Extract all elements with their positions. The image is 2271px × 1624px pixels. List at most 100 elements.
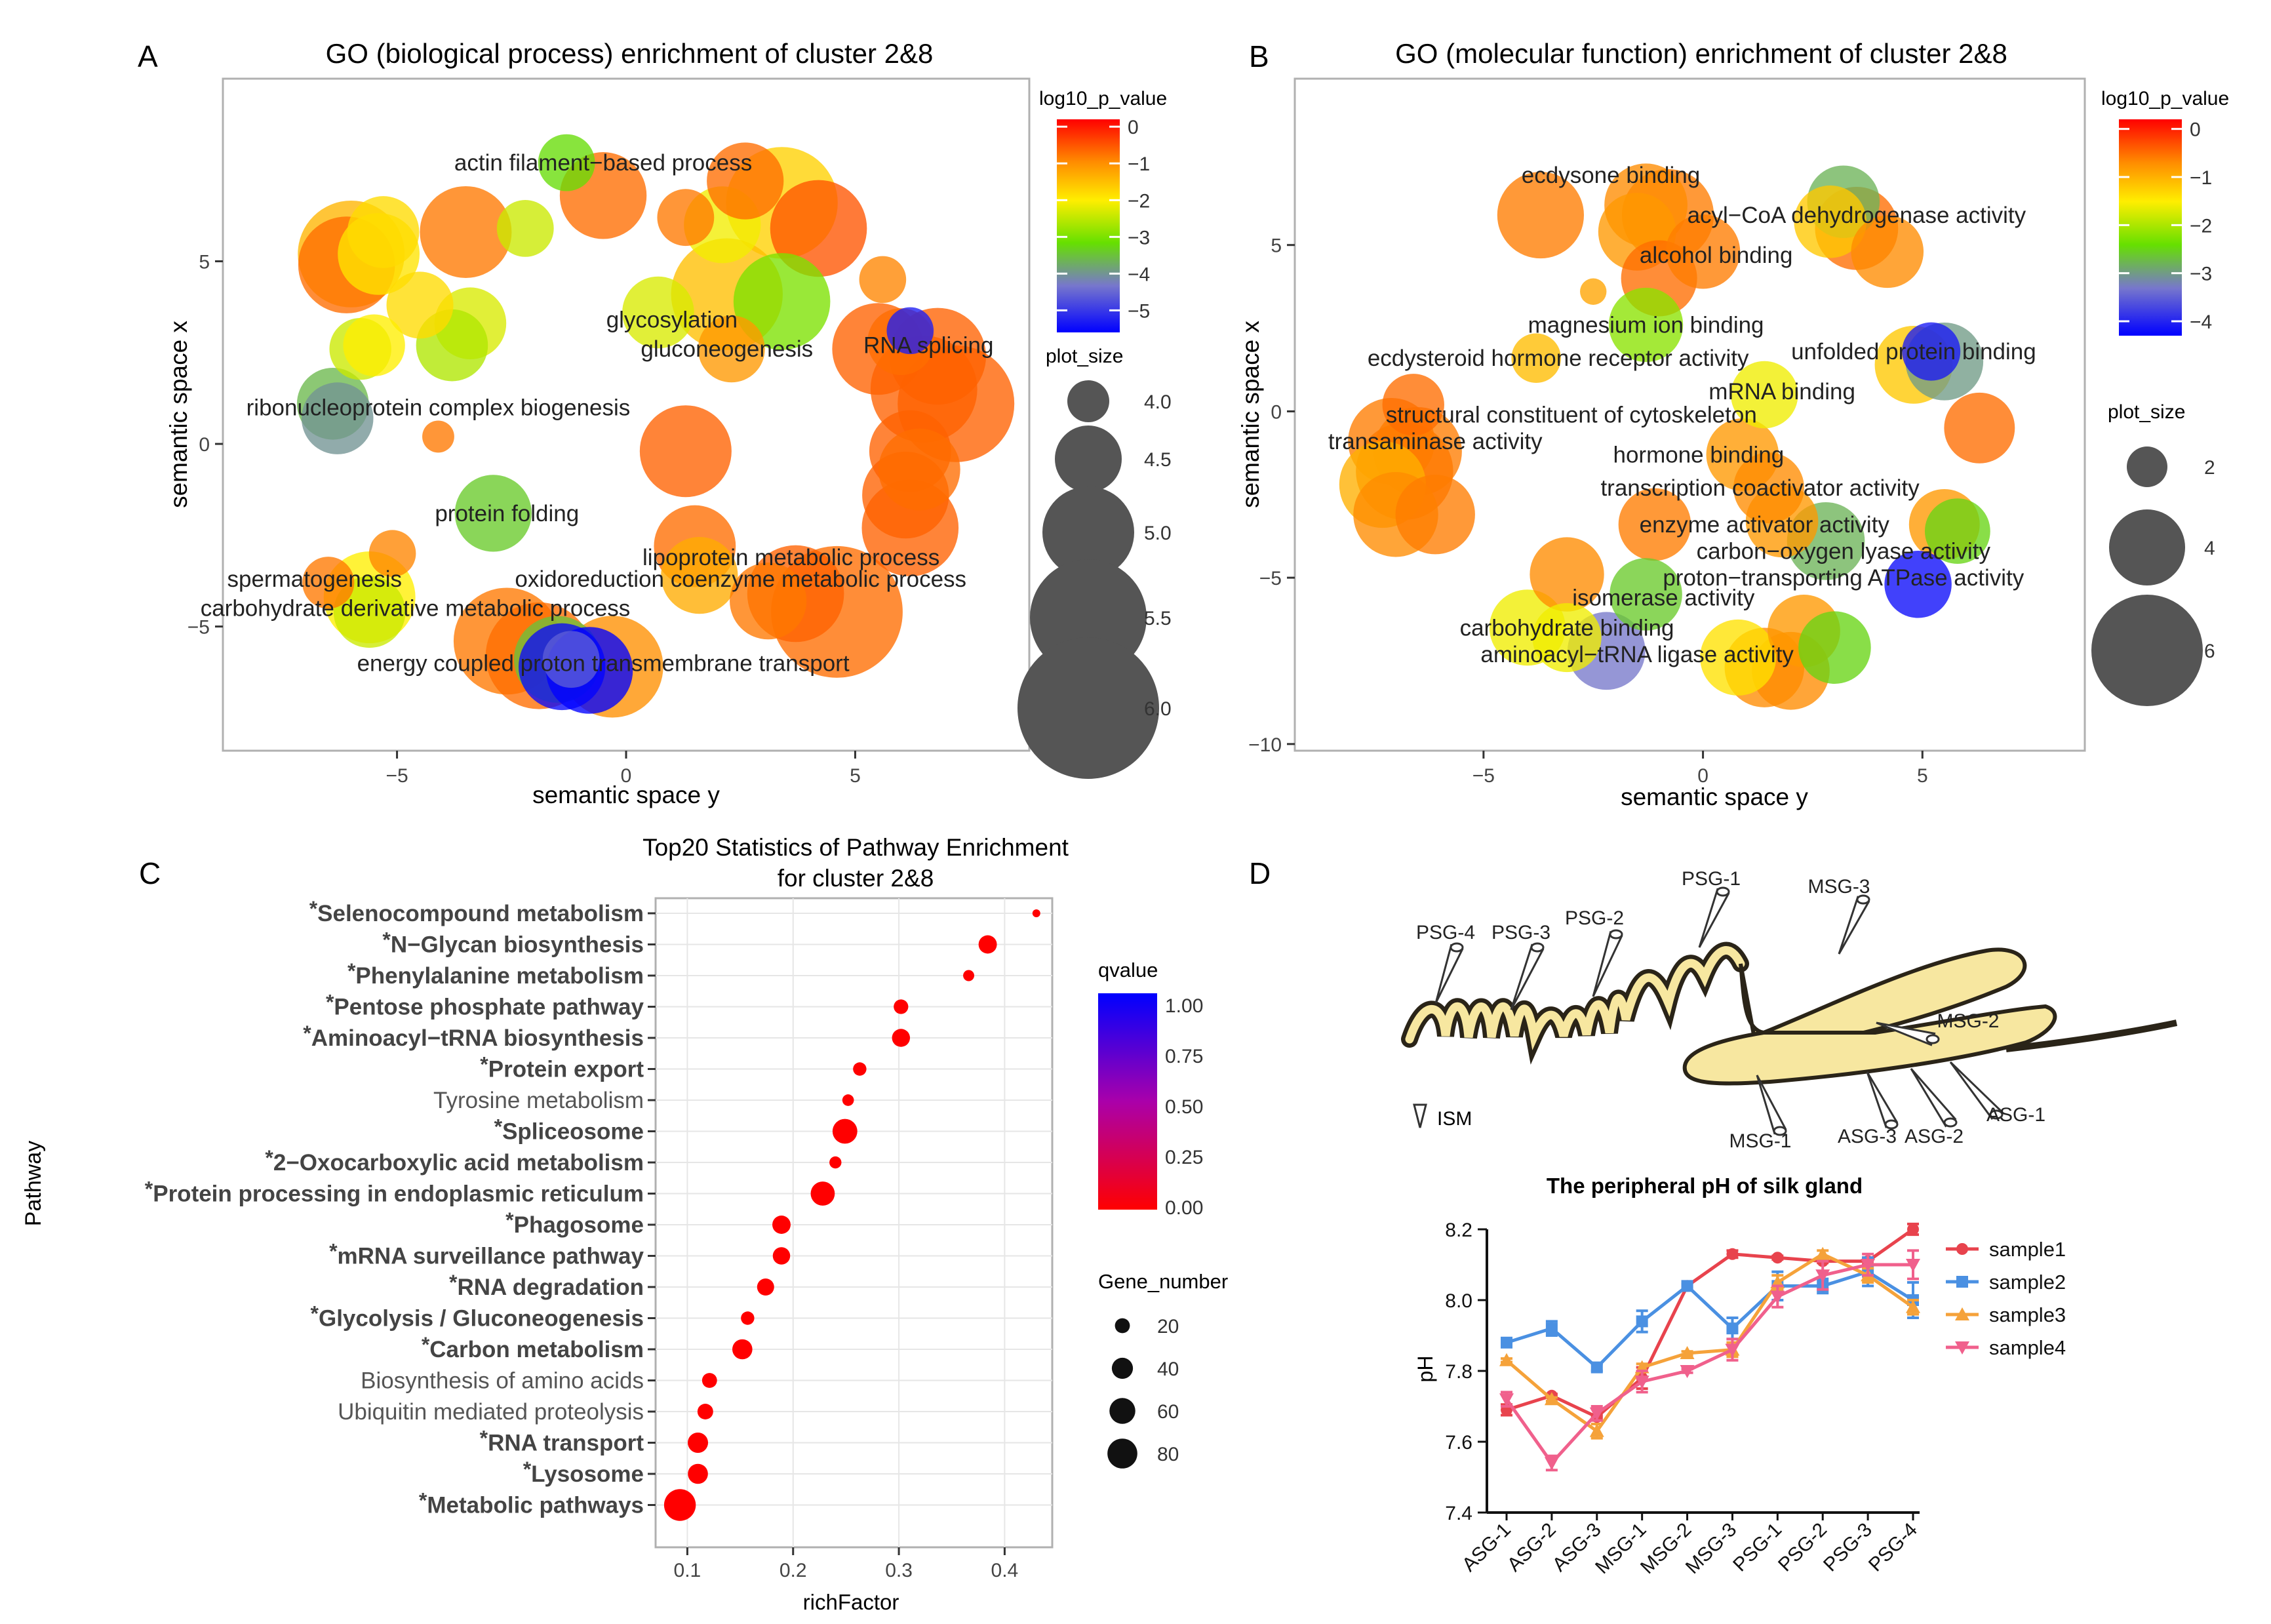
c-pathway-label-16: Ubiquitin mediated proteolysis — [338, 1399, 644, 1425]
b-term-label-14: isomerase activity — [1572, 585, 1755, 611]
c-pathway-label-17: *RNA transport — [480, 1427, 644, 1456]
a-bubble-41 — [302, 557, 355, 609]
chart-b-title: GO (molecular function) enrichment of cl… — [1395, 38, 2007, 69]
c-star-12: * — [449, 1271, 458, 1294]
c-pathway-name-3: Pentose phosphate pathway — [334, 995, 644, 1020]
d-point-sample4-3 — [1634, 1376, 1649, 1389]
a-size-key-1 — [1055, 426, 1122, 492]
d-point-sample3-2 — [1589, 1423, 1604, 1437]
c-size-key-1 — [1111, 1357, 1134, 1379]
c-pathway-name-4: Aminoacyl−tRNA biosynthesis — [311, 1025, 644, 1051]
d-legend-label-sample2: sample2 — [1989, 1271, 2066, 1294]
c-star-17: * — [480, 1427, 488, 1450]
b-bubble-28 — [1618, 488, 1691, 561]
c-pathway-label-2: *Phenylalanine metabolism — [347, 959, 644, 989]
diagram-label-psg-3: PSG-3 — [1491, 922, 1550, 943]
chart-c-ylabel: Pathway — [21, 1141, 46, 1226]
d-point-sample3-7 — [1815, 1246, 1830, 1260]
c-star-0: * — [309, 897, 318, 921]
b-term-label-6: mRNA binding — [1708, 379, 1855, 405]
a-term-label-0: actin filament−based process — [454, 150, 752, 176]
c-size-key-2 — [1109, 1398, 1136, 1424]
c-dot-13 — [741, 1311, 755, 1325]
needle-asg-3 — [1866, 1071, 1899, 1128]
c-pathway-label-0: *Selenocompound metabolism — [309, 897, 644, 926]
needle-asg-2 — [1910, 1068, 1957, 1128]
a-xtick-label-1: 0 — [621, 765, 632, 787]
ism-needle-icon — [1413, 1103, 1427, 1128]
legend-c-color-ticks: 1.00 0.75 0.50 0.25 0.00 — [1165, 995, 1203, 1219]
c-star-13: * — [311, 1302, 319, 1326]
panel-letter-a: A — [138, 39, 158, 73]
a-term-label-4: ribonucleoprotein complex biogenesis — [247, 395, 631, 420]
b-term-label-8: transaminase activity — [1328, 429, 1543, 454]
diagram-label-asg-3: ASG-3 — [1838, 1126, 1897, 1147]
a-size-key-label-4: 6.0 — [1144, 698, 1172, 720]
d-point-sample4-2 — [1589, 1407, 1604, 1421]
c-pathway-name-13: Glycolysis / Gluconeogenesis — [319, 1306, 644, 1332]
d-point-sample2-2 — [1590, 1361, 1603, 1374]
legend-a-colorbar — [1057, 119, 1120, 332]
c-pathway-label-13: *Glycolysis / Gluconeogenesis — [311, 1302, 644, 1332]
panel-letter-d: D — [1249, 856, 1271, 890]
legend-b-size-title: plot_size — [2108, 401, 2185, 423]
d-series-sample1 — [1501, 1222, 1919, 1423]
c-star-10: * — [505, 1208, 514, 1232]
legend-a-color-title: log10_p_value — [1039, 88, 1167, 109]
d-series-sample2 — [1501, 1256, 1919, 1374]
diagram-label-msg-3: MSG-3 — [1807, 876, 1870, 898]
a-colortick-label-1: −1 — [1128, 153, 1150, 175]
d-legend-label-sample3: sample3 — [1989, 1303, 2066, 1326]
d-legend-marker-sample4 — [1955, 1341, 1969, 1355]
d-xtick-label-3: MSG-1 — [1591, 1519, 1651, 1579]
d-point-sample2-4 — [1681, 1280, 1693, 1292]
d-point-sample4-9 — [1906, 1259, 1920, 1272]
d-legend-marker-sample1 — [1956, 1243, 1968, 1255]
d-point-sample3-1 — [1544, 1392, 1559, 1406]
d-line-sample2 — [1506, 1270, 1914, 1370]
a-bubble-32 — [639, 405, 732, 498]
d-point-sample4-1 — [1544, 1457, 1559, 1471]
b-colortick-label-1: −1 — [2190, 167, 2212, 189]
c-xtick-label-3: 0.4 — [991, 1560, 1019, 1581]
c-star-14: * — [422, 1333, 430, 1357]
c-dot-10 — [772, 1216, 791, 1234]
d-ytick-label-1: 7.6 — [1445, 1432, 1472, 1454]
b-xtick-label-0: −5 — [1472, 765, 1495, 787]
d-ytick-label-3: 8.0 — [1445, 1290, 1472, 1312]
b-xtick-label-1: 0 — [1697, 765, 1708, 787]
c-pathway-label-9: *Protein processing in endoplasmic retic… — [145, 1178, 644, 1207]
needle-msg-3 — [1838, 896, 1870, 955]
d-point-sample2-3 — [1636, 1315, 1648, 1328]
panel-b: GO (molecular function) enrichment of cl… — [1237, 38, 2229, 810]
b-ytick-label-1: −5 — [1259, 568, 1282, 589]
chart-c-rows: *Selenocompound metabolism*N−Glycan bios… — [145, 897, 1052, 1521]
a-size-key-4 — [1017, 637, 1159, 779]
needle-psg-4 — [1434, 943, 1464, 1004]
c-star-8: * — [265, 1146, 273, 1170]
chart-a-points — [296, 134, 1015, 718]
chart-b-xlabel: semantic space y — [1621, 783, 1808, 810]
b-term-label-9: hormone binding — [1613, 442, 1785, 467]
c-star-18: * — [523, 1457, 532, 1481]
msg-lower-loop — [1682, 1004, 2057, 1086]
asg-duct — [2005, 1020, 2178, 1052]
chart-c-subtitle: for cluster 2&8 — [778, 865, 934, 892]
c-colortick-label-0: 1.00 — [1165, 995, 1203, 1017]
d-legend-label-sample1: sample1 — [1989, 1238, 2066, 1261]
a-term-label-5: protein folding — [435, 501, 579, 526]
b-term-label-5: unfolded protein binding — [1791, 339, 2036, 365]
diagram-needles: PSG-4 PSG-3 PSG-2 PSG-1 MSG-3 MSG-2 MSG-1 ASG-3… — [1416, 868, 2045, 1152]
c-pathway-name-5: Protein export — [488, 1057, 644, 1082]
chart-a-xlabel: semantic space y — [532, 782, 720, 808]
c-dot-5 — [853, 1062, 867, 1076]
b-bubble-12 — [1511, 333, 1561, 383]
d-line-sample1 — [1506, 1227, 1914, 1419]
c-size-key-3 — [1107, 1438, 1137, 1469]
needle-cap-msg-2 — [1925, 1034, 1940, 1044]
d-legend-label-sample4: sample4 — [1989, 1336, 2066, 1359]
a-colortick-label-3: −3 — [1128, 227, 1150, 248]
a-term-label-2: gluconeogenesis — [641, 336, 813, 362]
needle-cap-psg-2 — [1609, 929, 1623, 940]
b-bubble-7 — [1794, 185, 1867, 258]
